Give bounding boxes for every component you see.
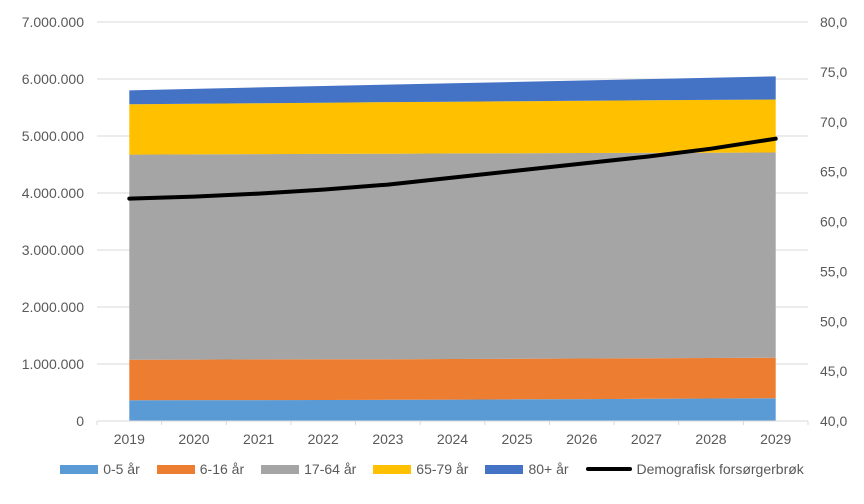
- y-axis-left-tick-label: 0: [76, 413, 84, 429]
- y-axis-right-tick-label: 65,0: [820, 164, 847, 180]
- y-axis-left-tick-label: 2.000.000: [22, 299, 84, 315]
- y-axis-right-tick-label: 45,0: [820, 363, 847, 379]
- legend-swatch-6-16-ar-icon: [156, 464, 195, 474]
- x-axis-tick-label: 2021: [243, 431, 274, 447]
- y-axis-right-tick-label: 80,0: [820, 14, 847, 30]
- legend-swatch-80-plus-ar-icon: [485, 464, 524, 474]
- x-axis-tick-label: 2029: [760, 431, 791, 447]
- x-axis-tick-label: 2024: [437, 431, 468, 447]
- area-series-0: [129, 398, 776, 421]
- legend-label-0-5-ar: 0-5 år: [103, 461, 140, 477]
- area-series-1: [129, 357, 776, 401]
- x-axis-tick-label: 2022: [308, 431, 339, 447]
- legend-item-65-79-ar: 65-79 år: [373, 461, 468, 477]
- legend-line-swatch-icon: [585, 467, 632, 471]
- legend-label-6-16-ar: 6-16 år: [199, 461, 245, 477]
- chart-legend: 0-5 år 6-16 år 17-64 år 65-79 år 80+ år …: [0, 461, 864, 477]
- x-axis-tick-label: 2027: [631, 431, 662, 447]
- y-axis-left-tick-label: 1.000.000: [22, 356, 84, 372]
- legend-item-0-5-ar: 0-5 år: [60, 461, 140, 477]
- x-axis-tick-label: 2020: [178, 431, 209, 447]
- legend-swatch-65-79-ar-icon: [373, 464, 412, 474]
- x-axis-tick-label: 2023: [372, 431, 403, 447]
- y-axis-right-tick-label: 40,0: [820, 413, 847, 429]
- x-axis-tick-label: 2028: [695, 431, 726, 447]
- x-axis-tick-label: 2019: [114, 431, 145, 447]
- legend-item-6-16-ar: 6-16 år: [156, 461, 245, 477]
- legend-label-80-plus-ar: 80+ år: [528, 461, 569, 477]
- legend-item-17-64-ar: 17-64 år: [261, 461, 356, 477]
- stacked-area-chart-canvas: 0 1.000.000 2.000.000 3.000.000 4.000.000 5.0…: [22, 14, 848, 447]
- y-axis-left-tick-label: 7.000.000: [22, 14, 84, 30]
- legend-label-dependency-ratio: Demografisk forsørgerbrøk: [636, 461, 804, 477]
- dependency-ratio-line: [127, 136, 778, 201]
- legend-item-80-plus-ar: 80+ år: [485, 461, 569, 477]
- y-axis-right-tick-label: 55,0: [820, 263, 847, 279]
- area-series-3: [129, 99, 776, 155]
- legend-swatch-17-64-ar-icon: [261, 464, 300, 474]
- y-axis-right-tick-label: 60,0: [820, 214, 847, 230]
- y-axis-right-tick-label: 50,0: [820, 313, 847, 329]
- y-axis-left-tick-label: 6.000.000: [22, 71, 84, 87]
- y-axis-left-tick-label: 5.000.000: [22, 128, 84, 144]
- y-axis-right-tick-label: 70,0: [820, 114, 847, 130]
- legend-label-65-79-ar: 65-79 år: [416, 461, 469, 477]
- area-series-4: [129, 76, 776, 105]
- y-axis-left-tick-label: 3.000.000: [22, 242, 84, 258]
- legend-item-dependency-ratio: Demografisk forsørgerbrøk: [585, 461, 804, 477]
- area-series-2: [129, 152, 776, 360]
- y-axis-left-tick-label: 4.000.000: [22, 185, 84, 201]
- x-axis-tick-label: 2025: [502, 431, 533, 447]
- legend-label-17-64-ar: 17-64 år: [304, 461, 357, 477]
- legend-swatch-0-5-ar-icon: [60, 464, 99, 474]
- y-axis-right-tick-label: 75,0: [820, 64, 847, 80]
- x-axis-tick-label: 2026: [566, 431, 597, 447]
